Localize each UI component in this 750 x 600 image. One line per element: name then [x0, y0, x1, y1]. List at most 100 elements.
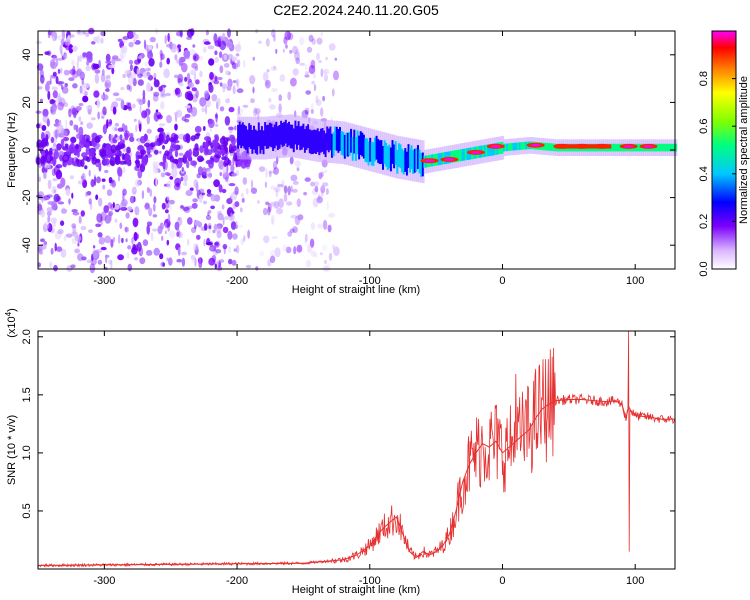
spectrogram-noise-cell: [290, 77, 297, 87]
spectrogram-track-core: [399, 144, 402, 169]
spectrogram-noise-cell: [225, 98, 231, 104]
spectrogram-noise-cell: [118, 234, 121, 245]
snr-y-multiplier-base: (x10: [6, 316, 18, 337]
spectrogram-noise-cell: [90, 117, 96, 121]
spectrogram-noise-cell: [80, 138, 87, 145]
spectrogram-noise-cell: [296, 167, 300, 172]
spectrogram-noise-cell: [159, 161, 165, 166]
spectrogram-track-core: [386, 146, 389, 170]
spectrogram-track-core: [283, 121, 286, 146]
snr-y-multiplier-exp: 4: [4, 311, 13, 316]
spectrogram-noise-cell: [204, 104, 208, 115]
spectrogram-noise-cell: [292, 188, 298, 193]
spectrogram-noise-cell: [91, 253, 94, 262]
spectrogram-x-tick-label: -300: [93, 275, 115, 287]
spectrogram-noise-cell: [35, 110, 42, 114]
spectrogram-noise-cell: [108, 64, 116, 69]
spectrogram-noise-cell: [334, 57, 338, 61]
spectrogram-noise-cell: [156, 42, 159, 49]
spectrogram-noise-cell: [222, 217, 225, 226]
spectrogram-noise-cell: [174, 221, 180, 231]
spectrogram-noise-cell: [51, 168, 56, 177]
spectrogram-noise-cell: [219, 82, 223, 87]
spectrogram-noise-cell: [78, 215, 82, 224]
spectrogram-noise-cell: [210, 194, 217, 202]
spectrogram-noise-cell: [174, 149, 178, 158]
spectrogram-noise-cell: [153, 72, 157, 78]
spectrogram-noise-cell: [61, 207, 66, 214]
spectrogram-noise-cell: [196, 234, 201, 240]
spectrogram-noise-cell: [213, 80, 220, 85]
spectrogram-noise-cell: [289, 156, 294, 165]
spectrogram-noise-cell: [132, 78, 137, 87]
spectrogram-noise-cell: [48, 147, 53, 156]
spectrogram-track-core: [251, 130, 254, 154]
spectrogram-noise-cell: [252, 56, 255, 61]
spectrogram-noise-cell: [166, 257, 169, 262]
spectrogram-track-core: [345, 132, 348, 157]
spectrogram-noise-cell: [299, 62, 306, 66]
spectrogram-noise-cell: [154, 149, 159, 155]
spectrogram-track-core: [340, 131, 343, 155]
spectrogram-noise-cell: [122, 188, 127, 196]
spectrogram-noise-cell: [164, 34, 167, 45]
spectrogram-noise-cell: [264, 181, 267, 188]
spectrogram-noise-cell: [91, 156, 97, 165]
spectrogram-track-core: [506, 143, 509, 152]
spectrogram-noise-cell: [208, 118, 215, 129]
spectrogram-y-ticks: -40 -20 0 20 40: [21, 49, 675, 253]
spectrogram-noise-cell: [182, 206, 190, 212]
spectrogram-noise-cell: [237, 78, 240, 89]
spectrogram-noise-cell: [146, 115, 150, 125]
spectrogram-noise-cell: [174, 87, 181, 95]
spectrogram-noise-cell: [126, 31, 134, 39]
spectrogram-track-core: [329, 126, 332, 151]
spectrogram-track-core: [413, 148, 416, 173]
spectrogram-noise-cell: [54, 149, 59, 160]
spectrogram-noise-cell: [169, 155, 175, 163]
spectrogram-noise-cell: [192, 52, 199, 62]
spectrogram-x-ticks: -300 -200 -100 0 100: [93, 31, 644, 287]
spectrogram-track-core: [254, 129, 257, 154]
spectrogram-noise-cell: [183, 174, 188, 182]
spectrogram-track-core: [326, 126, 329, 151]
spectrogram-noise-cell: [177, 73, 184, 84]
spectrogram-noise-cell: [138, 55, 143, 60]
spectrogram-noise-cell: [82, 179, 88, 189]
spectrogram-noise-cell: [166, 114, 172, 124]
spectrogram-noise-cell: [322, 219, 328, 230]
spectrogram-track-core: [361, 132, 364, 157]
spectrogram-noise-cell: [96, 35, 101, 44]
spectrogram-noise-cell: [306, 46, 313, 53]
spectrogram-noise-cell: [203, 126, 206, 131]
spectrogram-x-tick-label: 100: [626, 275, 644, 287]
spectrogram-noise-cell: [292, 68, 299, 76]
spectrogram-noise-cell: [199, 70, 203, 78]
spectrogram-noise-cell: [60, 38, 65, 46]
spectrogram-noise-cell: [76, 60, 79, 69]
spectrogram-noise-cell: [314, 252, 318, 258]
spectrogram-noise-cell: [289, 228, 295, 233]
spectrogram-noise-cell: [249, 75, 256, 85]
spectrogram-noise-cell: [112, 202, 115, 209]
spectrogram-noise-cell: [61, 208, 68, 214]
spectrogram-noise-cell: [265, 168, 268, 179]
spectrogram-noise-cell: [153, 79, 160, 88]
spectrogram-noise-cell: [228, 126, 234, 131]
spectrogram-noise-cell: [103, 205, 109, 214]
spectrogram-noise-cell: [319, 252, 323, 256]
spectrogram-noise-cell: [316, 196, 323, 204]
spectrogram-noise-cell: [69, 34, 75, 38]
spectrogram-y-tick-label: -20: [21, 190, 33, 206]
spectrogram-noise-cell: [186, 160, 190, 169]
spectrogram-noise-cell: [333, 70, 339, 81]
spectrogram-noise-cell: [80, 225, 87, 231]
spectrogram-noise-cell: [124, 132, 129, 141]
spectrogram-noise-cell: [121, 153, 125, 161]
spectrogram-noise-cell: [207, 210, 212, 214]
spectrogram-noise-cell: [119, 201, 127, 211]
spectrogram-noise-cell: [105, 78, 109, 88]
spectrogram-noise-cell: [144, 142, 151, 148]
spectrogram-noise-cell: [187, 217, 193, 225]
spectrogram-noise-cell: [226, 41, 233, 49]
